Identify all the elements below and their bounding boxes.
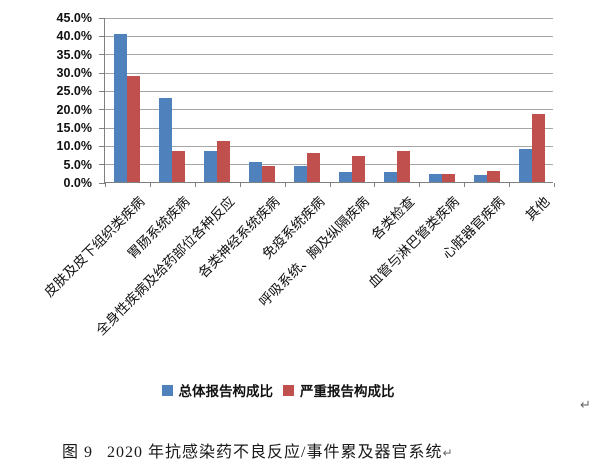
y-axis-tick	[99, 145, 105, 147]
figure-number: 图 9	[62, 444, 94, 461]
x-axis-tick	[419, 183, 421, 187]
y-axis-label: 15.0%	[56, 121, 92, 135]
gridline	[105, 54, 553, 56]
y-axis-label: 20.0%	[56, 102, 92, 117]
figure-title: 2020 年抗感染药不良反应/事件累及器官系统	[107, 444, 443, 461]
gridline	[105, 109, 553, 111]
plot-area: 皮肤及皮下组织类疾病 胃肠系统疾病 全身性疾病及给药部位各种反应 各类神经系统疾病 免疫…	[42, 17, 555, 338]
legend-swatch-icon	[161, 384, 173, 396]
chart-legend: 总体报告构成比 严重报告构成比	[0, 380, 556, 400]
gridline	[105, 164, 553, 166]
bar-serious-7	[441, 173, 455, 182]
x-axis-tick	[239, 183, 241, 187]
x-axis-category-label: 其他	[522, 193, 552, 224]
x-axis-tick	[149, 183, 151, 187]
legend-item-1: 严重报告构成比	[283, 380, 395, 400]
bar-serious-8	[486, 171, 500, 182]
caption-return-mark: ↵	[442, 446, 453, 460]
bar-total-1	[159, 97, 173, 182]
bar-total-2	[204, 151, 218, 182]
x-axis-tick	[374, 183, 376, 187]
bar-total-8	[473, 175, 487, 182]
paragraph-return-mark: ↵	[580, 398, 591, 413]
x-axis-tick	[284, 183, 286, 187]
y-axis-label: 30.0%	[56, 66, 92, 80]
legend-swatch-icon	[283, 384, 294, 396]
x-axis-tick	[194, 183, 196, 187]
figure-caption: 图 9 2020 年抗感染药不良反应/事件累及器官系统↵	[62, 438, 453, 462]
y-axis-label: 10.0%	[56, 139, 92, 154]
bar-total-9	[518, 148, 532, 182]
bar-chart: 皮肤及皮下组织类疾病 胃肠系统疾病 全身性疾病及给药部位各种反应 各类神经系统疾病 免疫…	[0, 11, 591, 413]
y-axis-tick	[99, 127, 105, 129]
gridline	[105, 145, 553, 147]
y-axis-tick	[99, 182, 105, 184]
gridline	[105, 90, 553, 92]
y-axis-label: 45.0%	[56, 11, 92, 25]
y-axis-label: 5.0%	[63, 157, 93, 172]
bar-serious-9	[531, 113, 545, 182]
legend-item-0: 总体报告构成比	[161, 380, 274, 400]
y-axis-tick	[99, 54, 105, 56]
bar-total-5	[338, 172, 352, 182]
bar-total-6	[383, 172, 397, 182]
gridline	[105, 72, 553, 74]
x-axis-tick	[105, 183, 106, 187]
bar-serious-2	[217, 140, 231, 182]
x-axis-tick	[464, 183, 466, 187]
bar-total-3	[249, 161, 263, 182]
y-axis-label: 35.0%	[56, 47, 92, 62]
y-axis-tick	[99, 109, 105, 111]
bar-serious-6	[396, 150, 410, 182]
x-axis-tick	[554, 183, 555, 187]
y-axis-tick	[99, 72, 105, 74]
y-axis-tick	[99, 17, 105, 19]
x-axis-tick	[329, 183, 331, 187]
y-axis-tick	[99, 90, 105, 92]
x-axis-tick	[509, 183, 511, 187]
bar-serious-1	[172, 150, 186, 182]
bar-serious-0	[127, 76, 141, 182]
bar-serious-4	[307, 153, 321, 182]
y-axis-label: 25.0%	[56, 84, 92, 99]
legend-label: 严重报告构成比	[300, 384, 395, 399]
bar-total-0	[114, 34, 128, 182]
y-axis-label: 0.0%	[63, 176, 93, 190]
gridline	[105, 35, 553, 37]
bar-serious-5	[351, 155, 365, 182]
gridline	[105, 17, 553, 19]
bar-total-7	[428, 173, 442, 182]
y-axis-tick	[99, 164, 105, 166]
bar-total-4	[294, 165, 308, 182]
y-axis-tick	[99, 35, 105, 37]
y-axis-label: 40.0%	[56, 29, 92, 44]
bar-serious-3	[262, 166, 276, 182]
legend-label: 总体报告构成比	[178, 384, 274, 399]
gridline	[105, 127, 553, 129]
